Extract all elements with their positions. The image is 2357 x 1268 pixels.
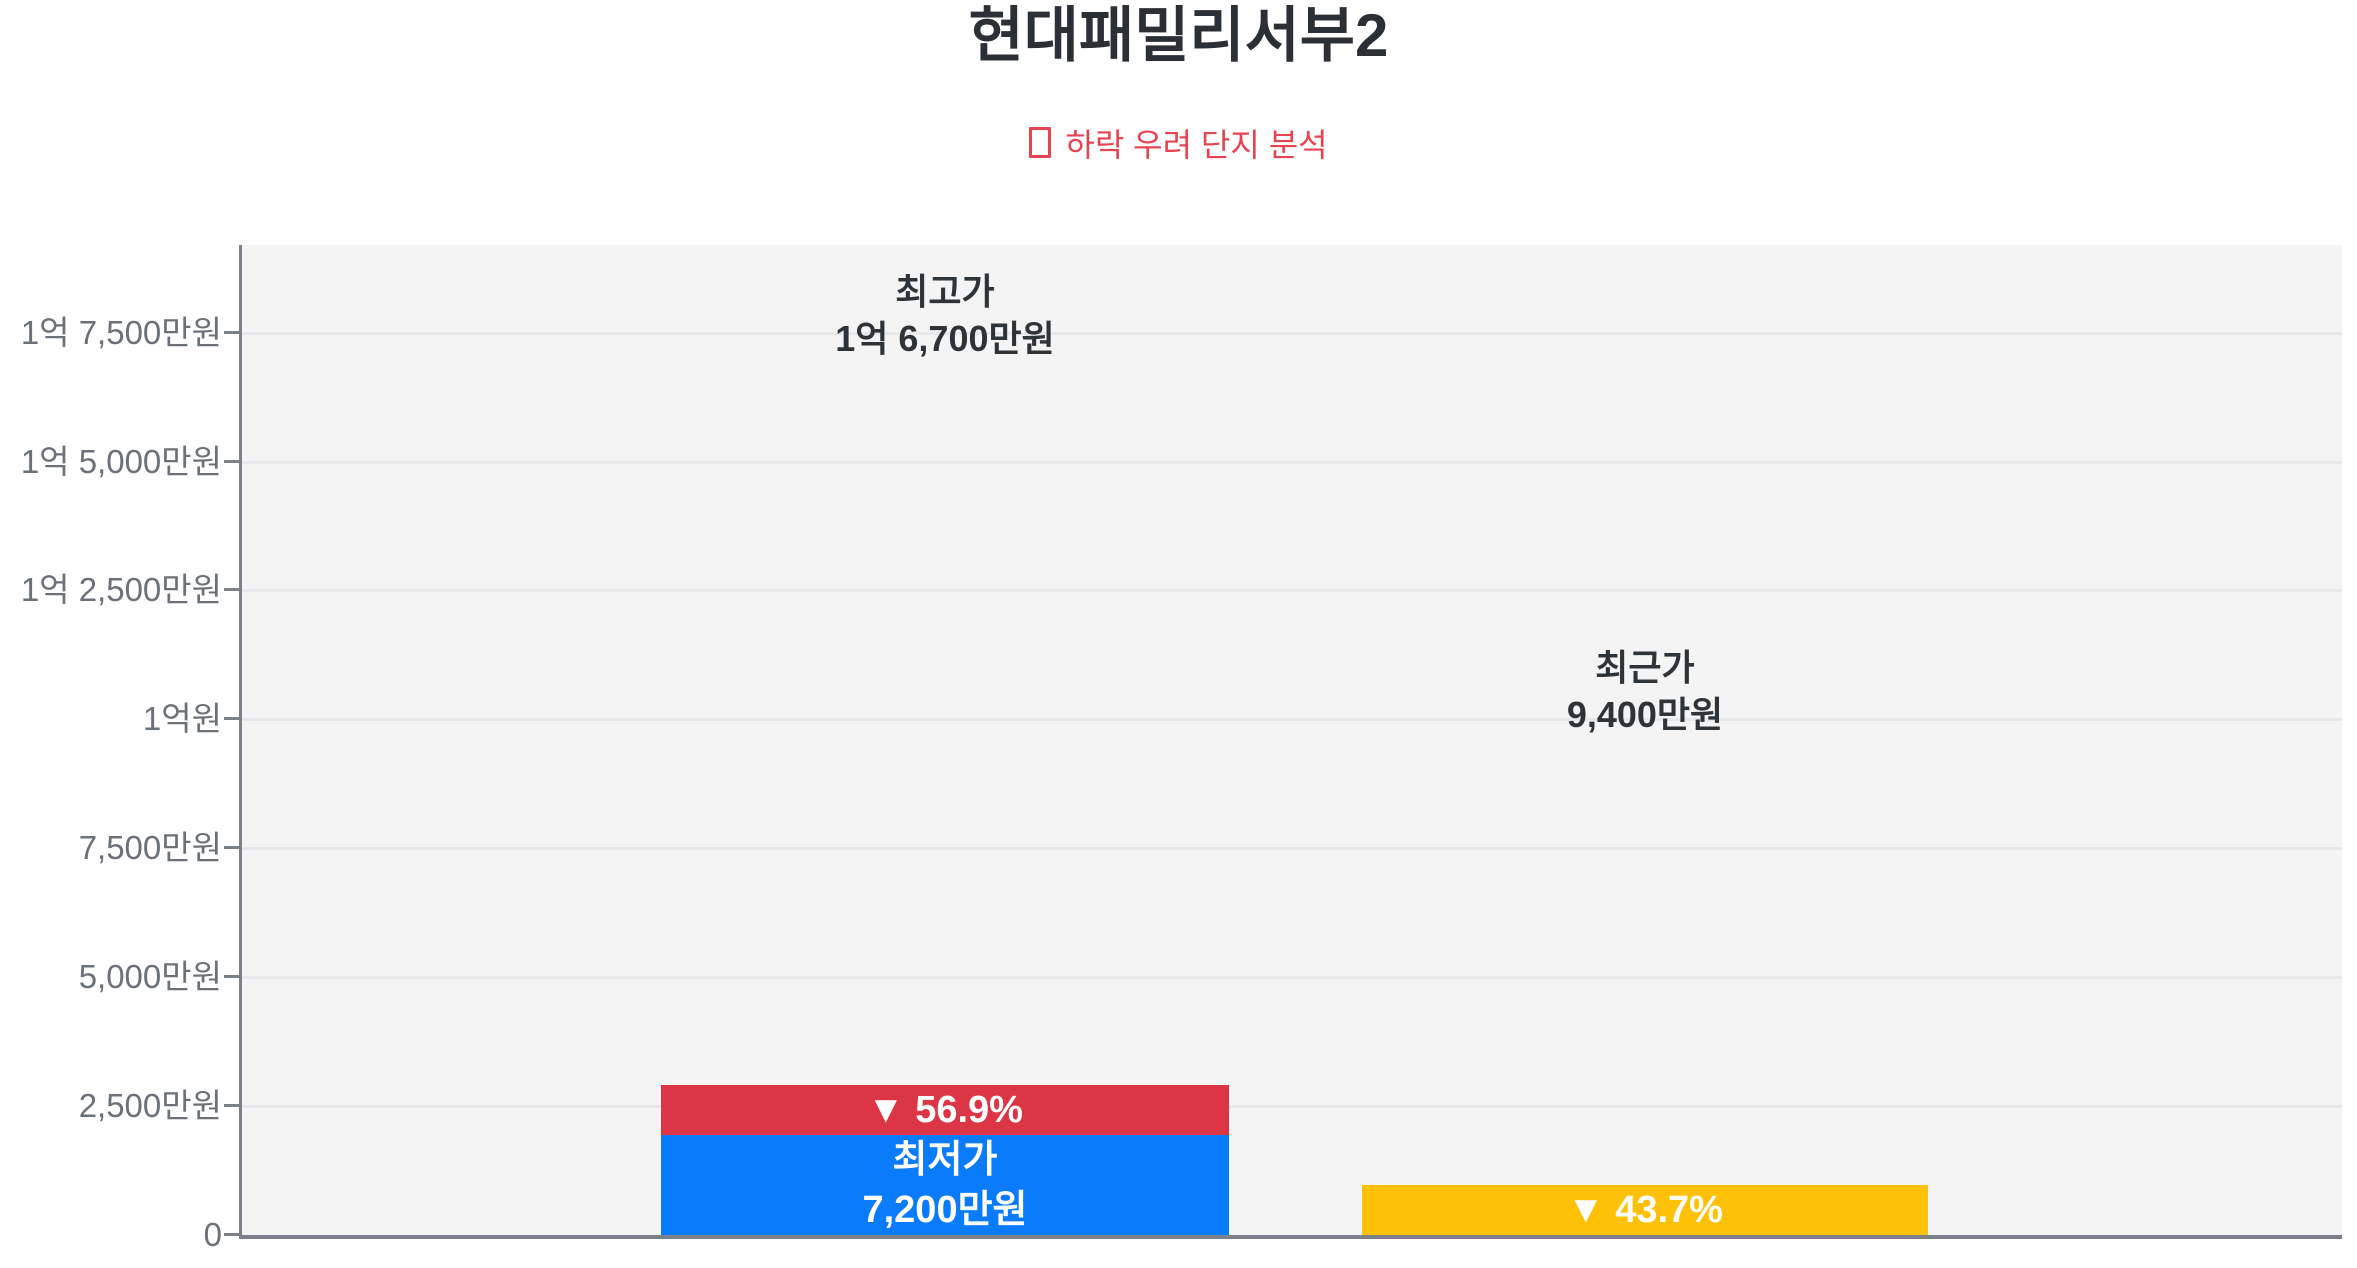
- y-tick-mark: [224, 459, 239, 463]
- y-tick-label: 1억 2,500만원: [20, 571, 222, 609]
- gridline: [242, 976, 2342, 980]
- y-tick-label: 1억 5,000만원: [20, 442, 222, 480]
- y-tick-label: 7,500만원: [78, 829, 222, 867]
- gridline: [242, 589, 2342, 593]
- y-tick-mark: [224, 975, 239, 979]
- y-tick-mark: [224, 846, 239, 850]
- bar-high-low[interactable]: 최저가 7,200만원 ▼ 56.9%: [661, 1085, 1229, 1235]
- y-tick-mark: [224, 588, 239, 592]
- bar-segment-recent-price[interactable]: ▼ 43.7%: [1362, 1185, 1928, 1235]
- y-tick-label: 1억원: [142, 700, 222, 738]
- gridline: [242, 1105, 2342, 1109]
- y-tick-label: 1억 7,500만원: [20, 313, 222, 351]
- gridline: [242, 331, 2342, 335]
- page-title: 현대패밀리서부2: [968, 2, 1389, 69]
- chart-subtitle: 하락 우려 단지 분석: [0, 122, 2357, 168]
- recent-decline-percent-label: ▼ 43.7%: [1567, 1189, 1723, 1231]
- bar-recent-price[interactable]: ▼ 43.7%: [1362, 1185, 1928, 1235]
- bar1-peak-value-label: 최고가 1억 6,700만원: [835, 270, 1055, 359]
- bar-segment-lowest-price[interactable]: 최저가 7,200만원: [661, 1135, 1229, 1235]
- missing-glyph-box-icon: [1029, 127, 1052, 158]
- decline-percent-label: ▼ 56.9%: [867, 1089, 1023, 1131]
- y-tick-mark: [224, 1233, 239, 1236]
- y-tick-label: 0: [203, 1216, 222, 1253]
- y-tick-mark: [224, 330, 239, 334]
- subtitle-text: 하락 우려 단지 분석: [1065, 127, 1328, 163]
- y-tick-label: 5,000만원: [78, 958, 222, 996]
- gridline: [242, 718, 2342, 722]
- y-tick-mark: [224, 1104, 239, 1108]
- gridline: [242, 847, 2342, 851]
- y-tick-mark: [224, 717, 239, 721]
- lowest-price-label: 최저가 7,200만원: [862, 1139, 1028, 1231]
- gridline: [242, 460, 2342, 464]
- bar-segment-decline[interactable]: ▼ 56.9%: [661, 1085, 1229, 1135]
- y-tick-label: 2,500만원: [78, 1087, 222, 1125]
- plot-area: 최저가 7,200만원 ▼ 56.9% ▼ 43.7% 최고가 1억 6,700…: [239, 245, 2342, 1239]
- bar2-recent-value-label: 최근가 9,400만원: [1566, 647, 1724, 736]
